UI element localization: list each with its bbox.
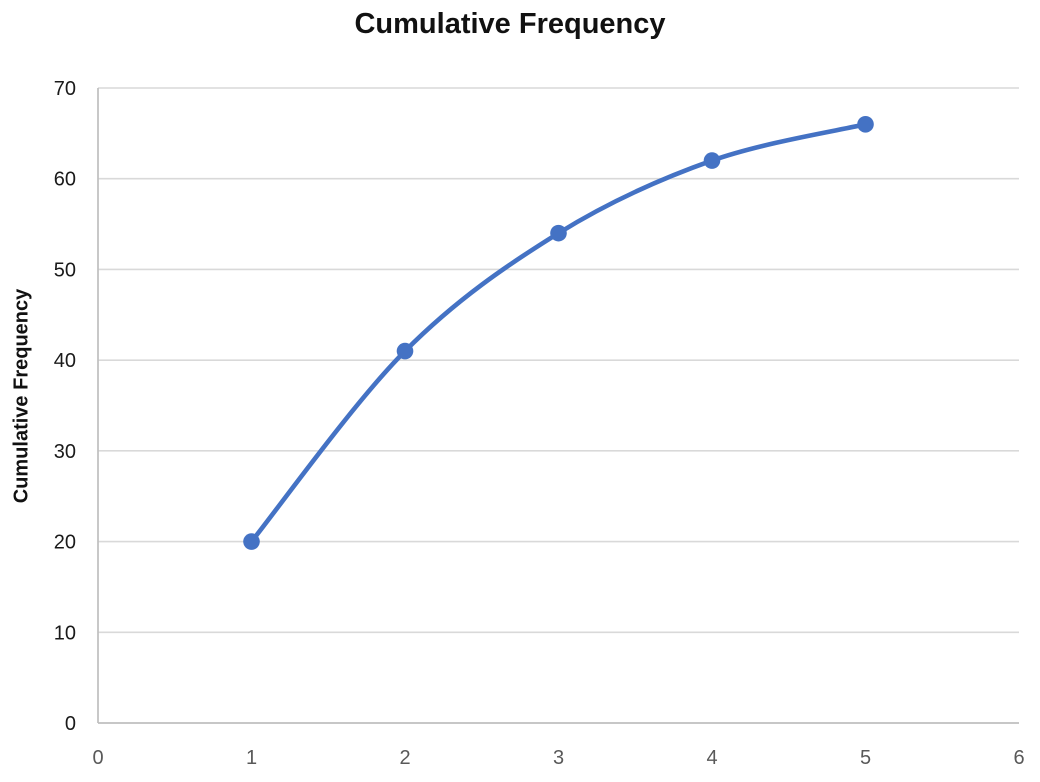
y-tick-label: 40 xyxy=(54,350,76,372)
x-tick-label: 4 xyxy=(706,747,717,769)
series-line xyxy=(249,121,868,544)
x-tick-label: 0 xyxy=(92,747,103,769)
x-tick-label: 5 xyxy=(860,747,871,769)
x-tick-label: 6 xyxy=(1013,747,1024,769)
data-point-marker xyxy=(703,152,721,169)
data-point-marker xyxy=(857,115,874,133)
chart-title: Cumulative Frequency xyxy=(354,8,666,40)
y-tick-label: 50 xyxy=(54,259,76,281)
data-point-marker xyxy=(550,224,567,242)
x-tick-label: 1 xyxy=(246,747,257,769)
data-point-marker xyxy=(396,342,414,360)
y-tick-label: 60 xyxy=(54,169,76,191)
y-tick-label: 30 xyxy=(54,441,76,463)
y-tick-label: 70 xyxy=(54,78,76,100)
y-tick-label: 10 xyxy=(54,622,76,644)
x-tick-label: 3 xyxy=(553,747,564,769)
y-tick-label: 0 xyxy=(65,713,76,735)
data-point-marker xyxy=(243,533,260,550)
y-tick-label: 20 xyxy=(54,532,76,554)
x-tick-label: 2 xyxy=(399,747,410,769)
